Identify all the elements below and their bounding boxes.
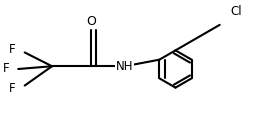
Text: NH: NH [116, 60, 134, 73]
Text: F: F [3, 63, 10, 75]
Text: F: F [8, 43, 15, 56]
Text: F: F [8, 82, 15, 95]
Text: O: O [86, 15, 96, 28]
Text: Cl: Cl [231, 5, 242, 18]
